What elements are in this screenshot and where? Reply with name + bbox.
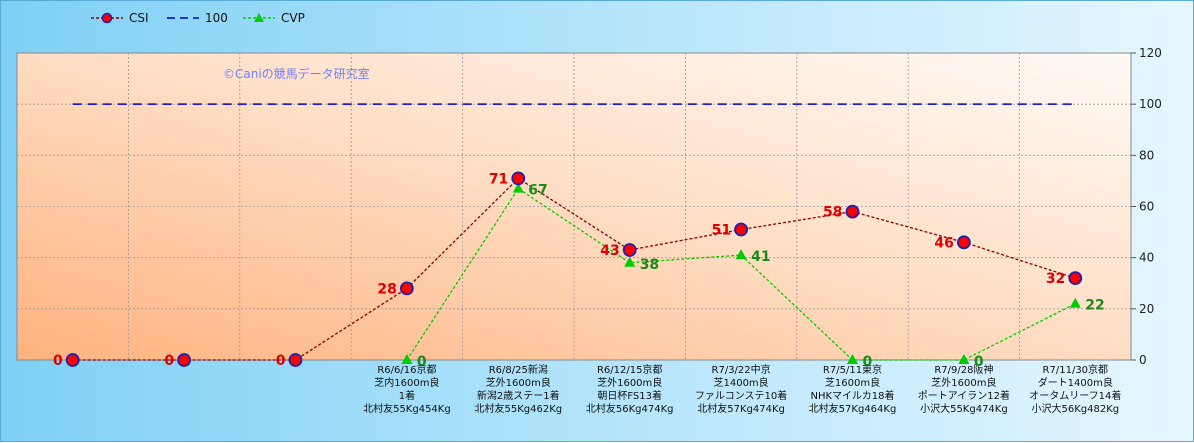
csi-data-label: 71 xyxy=(489,171,508,187)
cvp-data-label: 67 xyxy=(528,183,547,199)
cvp-point xyxy=(847,354,858,364)
cvp-data-label: 0 xyxy=(417,354,427,370)
csi-data-label: 51 xyxy=(712,223,731,239)
legend-item-csi: CSI xyxy=(91,11,149,25)
cvp-point xyxy=(1069,297,1081,308)
legend: CSI 100 CVP xyxy=(91,11,305,25)
x-category-label: 北村友57Kg464Kg xyxy=(809,402,897,415)
y-tick-label: 80 xyxy=(1139,148,1154,162)
series-csi-line xyxy=(72,177,1076,361)
x-category-label: R7/5/11東京 xyxy=(823,363,882,376)
x-category-label: NHKマイルカ18着 xyxy=(811,389,895,402)
x-category-label: ポートアイラン12着 xyxy=(918,389,1010,402)
x-category-label: R7/9/28阪神 xyxy=(934,363,993,376)
csi-point xyxy=(288,353,303,367)
x-category-label: 北村友55Kg454Kg xyxy=(363,402,451,415)
x-category-label: R6/12/15京都 xyxy=(597,363,663,376)
legend-label-100: 100 xyxy=(205,11,228,25)
x-category-label: オータムリーフ14着 xyxy=(1029,389,1121,402)
cvp-data-label: 0 xyxy=(863,354,873,370)
csi-point xyxy=(65,353,80,367)
y-tick-label: 60 xyxy=(1139,200,1154,214)
csi-point xyxy=(1068,271,1083,286)
x-category-label: 朝日杯FS13着 xyxy=(597,389,662,402)
legend-item-100: 100 xyxy=(167,11,228,25)
y-axis: 0 20 40 60 80 100 120 xyxy=(1131,46,1162,367)
x-category-label: 芝内1600m良 xyxy=(374,376,439,389)
x-category-label: 北村友57Kg474Kg xyxy=(697,402,785,415)
x-category-label: 小沢大56Kg482Kg xyxy=(1031,402,1119,415)
csi-point xyxy=(399,281,414,296)
csi-data-label: 43 xyxy=(600,243,619,259)
cvp-point xyxy=(624,256,636,267)
x-category-label: 芝1400m良 xyxy=(713,376,768,389)
cvp-point xyxy=(958,354,970,364)
x-category-label: 小沢大55Kg474Kg xyxy=(920,402,1008,415)
csi-data-label: 0 xyxy=(276,353,286,369)
watermark: ©Caniの競馬データ研究室 xyxy=(223,66,370,81)
x-category-label: R6/6/16京都 xyxy=(377,363,436,376)
legend-label-cvp: CVP xyxy=(281,11,305,25)
x-category-label: 芝外1600m良 xyxy=(486,376,551,389)
csi-point xyxy=(957,235,971,250)
csi-point xyxy=(845,204,860,219)
csi-data-label: 58 xyxy=(823,205,842,221)
csi-point xyxy=(622,243,637,257)
cvp-point xyxy=(512,182,524,193)
y-tick-label: 20 xyxy=(1139,302,1154,316)
y-tick-label: 0 xyxy=(1139,353,1147,367)
cvp-point xyxy=(735,249,747,260)
x-category-label: R7/11/30京都 xyxy=(1043,363,1109,376)
y-tick-label: 100 xyxy=(1139,97,1162,111)
csi-data-label: 46 xyxy=(934,235,953,251)
x-category-label: 芝外1600m良 xyxy=(931,376,996,389)
data-labels: 0 67 38 41 0 0 22 0 0 0 28 71 43 51 58 46 32 xyxy=(53,171,1105,370)
x-category-label: 1着 xyxy=(399,389,415,402)
csi-data-label: 28 xyxy=(377,281,396,297)
cvp-data-label: 41 xyxy=(751,249,770,265)
legend-label-csi: CSI xyxy=(129,11,149,25)
x-category-label: 芝1600m良 xyxy=(825,376,880,389)
csi-data-label: 32 xyxy=(1046,271,1065,287)
x-category-label: 北村友56Kg474Kg xyxy=(586,402,674,415)
csi-data-label: 0 xyxy=(164,353,174,369)
csi-point xyxy=(511,171,526,186)
series-layer xyxy=(65,103,1083,367)
x-category-label: R7/3/22中京 xyxy=(712,363,771,376)
x-category-label: R6/8/25新潟 xyxy=(489,363,548,376)
csi-data-label: 0 xyxy=(53,353,63,369)
x-category-label: ファルコンステ10着 xyxy=(695,389,787,402)
x-category-label: 芝外1600m良 xyxy=(597,376,662,389)
x-category-label: ダート1400m良 xyxy=(1038,376,1113,389)
csi-point xyxy=(734,222,748,237)
cvp-data-label: 0 xyxy=(974,354,984,370)
cvp-point xyxy=(401,354,413,364)
csi-point xyxy=(177,353,192,367)
x-category-label: 北村友55Kg462Kg xyxy=(474,402,562,415)
legend-item-cvp: CVP xyxy=(243,11,305,25)
cvp-data-label: 22 xyxy=(1085,298,1104,314)
cvp-data-label: 38 xyxy=(640,257,659,273)
x-category-label: 新潟2歳ステー1着 xyxy=(477,389,560,402)
y-tick-label: 120 xyxy=(1139,46,1162,60)
y-tick-label: 40 xyxy=(1139,251,1154,265)
